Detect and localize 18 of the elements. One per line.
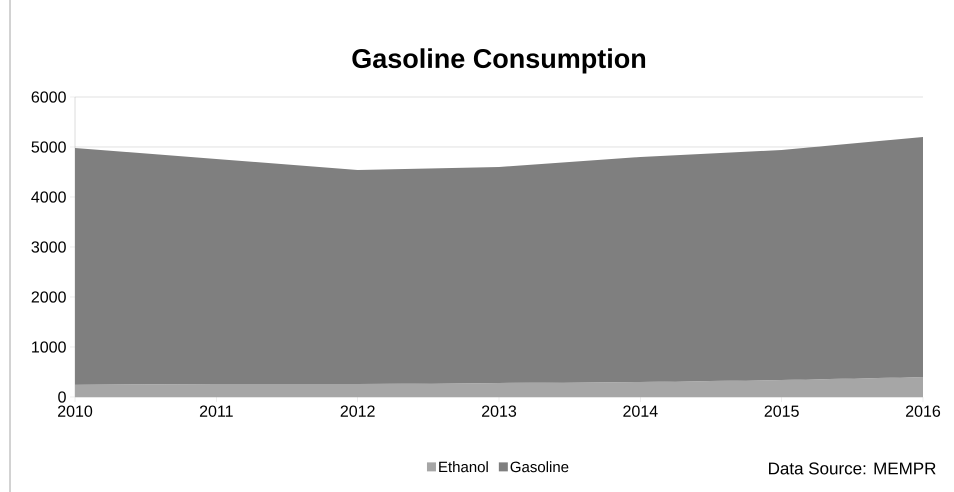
y-tick-label: 3000	[31, 241, 66, 253]
y-tick-label: 4000	[31, 191, 66, 203]
y-tick-label: 0	[58, 391, 66, 403]
x-tick-label: 2011	[200, 406, 233, 417]
legend-label: Gasoline	[510, 461, 568, 472]
x-tick-label: 2015	[764, 406, 799, 417]
x-tick-label: 2013	[482, 406, 516, 417]
y-tick-label: 5000	[32, 141, 66, 153]
x-tick-label: 2014	[623, 406, 658, 417]
x-tick-label: 2012	[340, 406, 375, 417]
chart-title: Gasoline Consumption	[352, 48, 646, 74]
legend-label: Ethanol	[439, 461, 488, 472]
x-tick-label: 2016	[906, 406, 940, 417]
y-tick-label: 6000	[32, 91, 66, 103]
y-tick-label: 2000	[32, 291, 66, 303]
x-tick-label: 2010	[58, 406, 92, 417]
source-note: Data Source: MEMPR	[769, 462, 936, 474]
y-tick-label: 1000	[32, 341, 66, 353]
